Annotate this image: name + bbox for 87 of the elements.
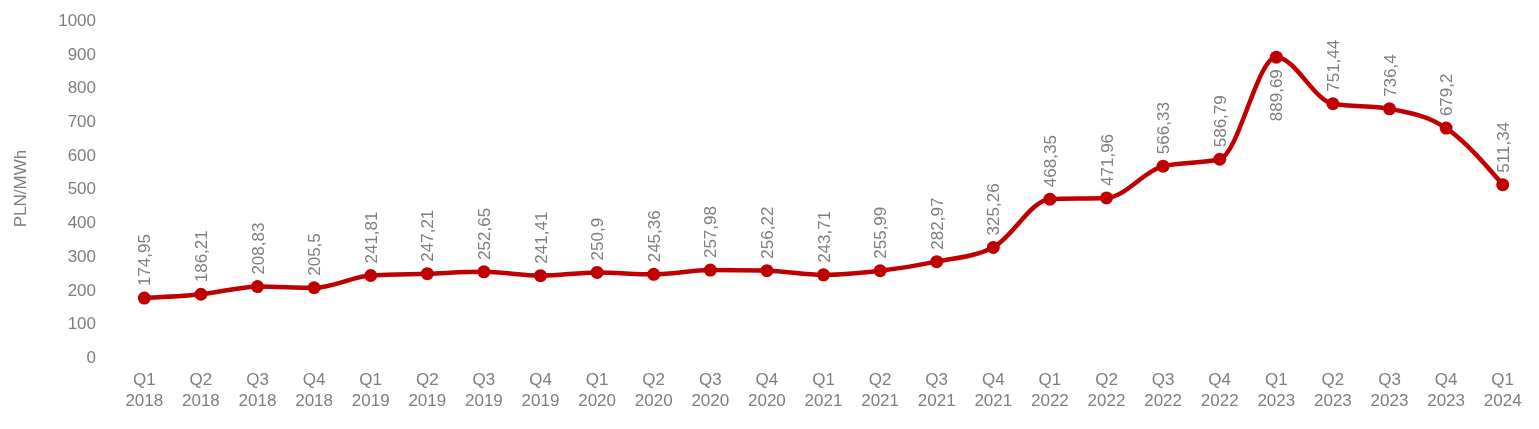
point: [1269, 50, 1283, 64]
data-label: 241,81: [361, 211, 381, 264]
x-tick-label: Q1 2018: [125, 370, 164, 410]
x-tick-label: Q3 2023: [1370, 370, 1409, 410]
point: [1383, 102, 1396, 116]
x-tick-label: Q2 2022: [1087, 370, 1126, 410]
point: [534, 269, 547, 283]
data-label: 751,44: [1323, 39, 1343, 92]
data-label: 208,83: [248, 222, 268, 275]
x-tick-label: Q4 2023: [1427, 370, 1466, 410]
data-label: 257,98: [701, 206, 721, 259]
point: [251, 280, 264, 294]
data-label: 250,9: [588, 217, 608, 261]
data-label: 511,34: [1493, 121, 1513, 173]
data-label: 586,79: [1210, 95, 1230, 148]
y-tick-label: 900: [67, 44, 96, 64]
y-tick-label: 500: [67, 179, 96, 199]
data-label: 468,35: [1040, 135, 1060, 188]
data-label: 889,69: [1267, 69, 1287, 122]
x-tick-label: Q3 2018: [238, 370, 277, 410]
x-tick-label: Q1 2020: [578, 370, 617, 410]
x-tick-label: Q1 2021: [804, 370, 843, 410]
point: [817, 268, 830, 282]
point: [1100, 191, 1113, 205]
point: [194, 287, 208, 301]
data-label: 471,96: [1097, 133, 1117, 186]
y-tick-label: 700: [67, 112, 96, 132]
point: [986, 240, 1000, 254]
data-label: 256,22: [757, 206, 777, 259]
point: [420, 267, 434, 281]
y-tick-label: 400: [67, 213, 96, 233]
x-tick-label: Q3 2020: [691, 370, 730, 410]
data-label: 282,97: [927, 197, 947, 250]
y-tick-label: 100: [67, 314, 96, 334]
x-tick-label: Q4 2021: [974, 370, 1013, 410]
data-label: 247,21: [418, 209, 438, 262]
x-tick-label: Q1 2023: [1257, 370, 1296, 410]
point: [590, 265, 604, 279]
y-tick-label: 600: [67, 145, 96, 165]
x-tick-label: Q3 2019: [464, 370, 503, 410]
point: [307, 281, 321, 295]
data-label: 255,99: [871, 206, 891, 259]
x-tick-label: Q2 2020: [634, 370, 673, 410]
y-tick-label: 0: [86, 347, 96, 367]
data-label: 736,4: [1380, 54, 1400, 97]
data-label: 566,33: [1154, 102, 1174, 155]
point: [1326, 97, 1340, 111]
x-tick-label: Q3 2022: [1144, 370, 1183, 410]
y-tick-label: 800: [67, 78, 96, 98]
y-tick-label: 200: [67, 280, 96, 300]
data-label: 174,95: [135, 234, 155, 287]
x-tick-label: Q2 2023: [1313, 370, 1352, 410]
x-tick-label: Q1 2024: [1483, 370, 1522, 410]
point: [647, 267, 661, 281]
x-tick-label: Q1 2019: [351, 370, 390, 410]
y-axis-title: PLN/MWh: [11, 149, 30, 228]
point: [760, 264, 774, 278]
x-tick-label: Q4 2020: [747, 370, 786, 410]
point: [1213, 152, 1227, 166]
x-tick-label: Q4 2019: [521, 370, 560, 410]
point: [873, 264, 887, 278]
point: [1496, 178, 1510, 192]
x-tick-label: Q2 2018: [181, 370, 220, 410]
point: [1043, 192, 1057, 206]
point: [703, 263, 717, 277]
point: [1156, 159, 1170, 173]
point: [137, 291, 151, 305]
y-tick-label: 1000: [58, 10, 96, 30]
data-label: 186,21: [191, 230, 211, 283]
data-label: 245,36: [644, 210, 664, 263]
x-tick-label: Q1 2022: [1030, 370, 1069, 410]
x-tick-label: Q2 2019: [408, 370, 447, 410]
x-tick-label: Q3 2021: [917, 370, 956, 410]
point: [364, 269, 378, 283]
data-label: 679,2: [1437, 73, 1457, 117]
point: [1439, 121, 1453, 135]
data-label: 252,65: [474, 207, 494, 260]
point: [930, 255, 944, 269]
point: [477, 265, 491, 279]
x-tick-label: Q4 2018: [295, 370, 334, 410]
data-label: 325,26: [984, 183, 1004, 236]
data-label: 241,41: [531, 211, 551, 264]
x-tick-label: Q4 2022: [1200, 370, 1239, 410]
data-label: 205,5: [305, 233, 325, 276]
x-tick-label: Q2 2021: [861, 370, 900, 410]
y-tick-label: 300: [67, 246, 96, 266]
data-label: 243,71: [814, 210, 834, 263]
